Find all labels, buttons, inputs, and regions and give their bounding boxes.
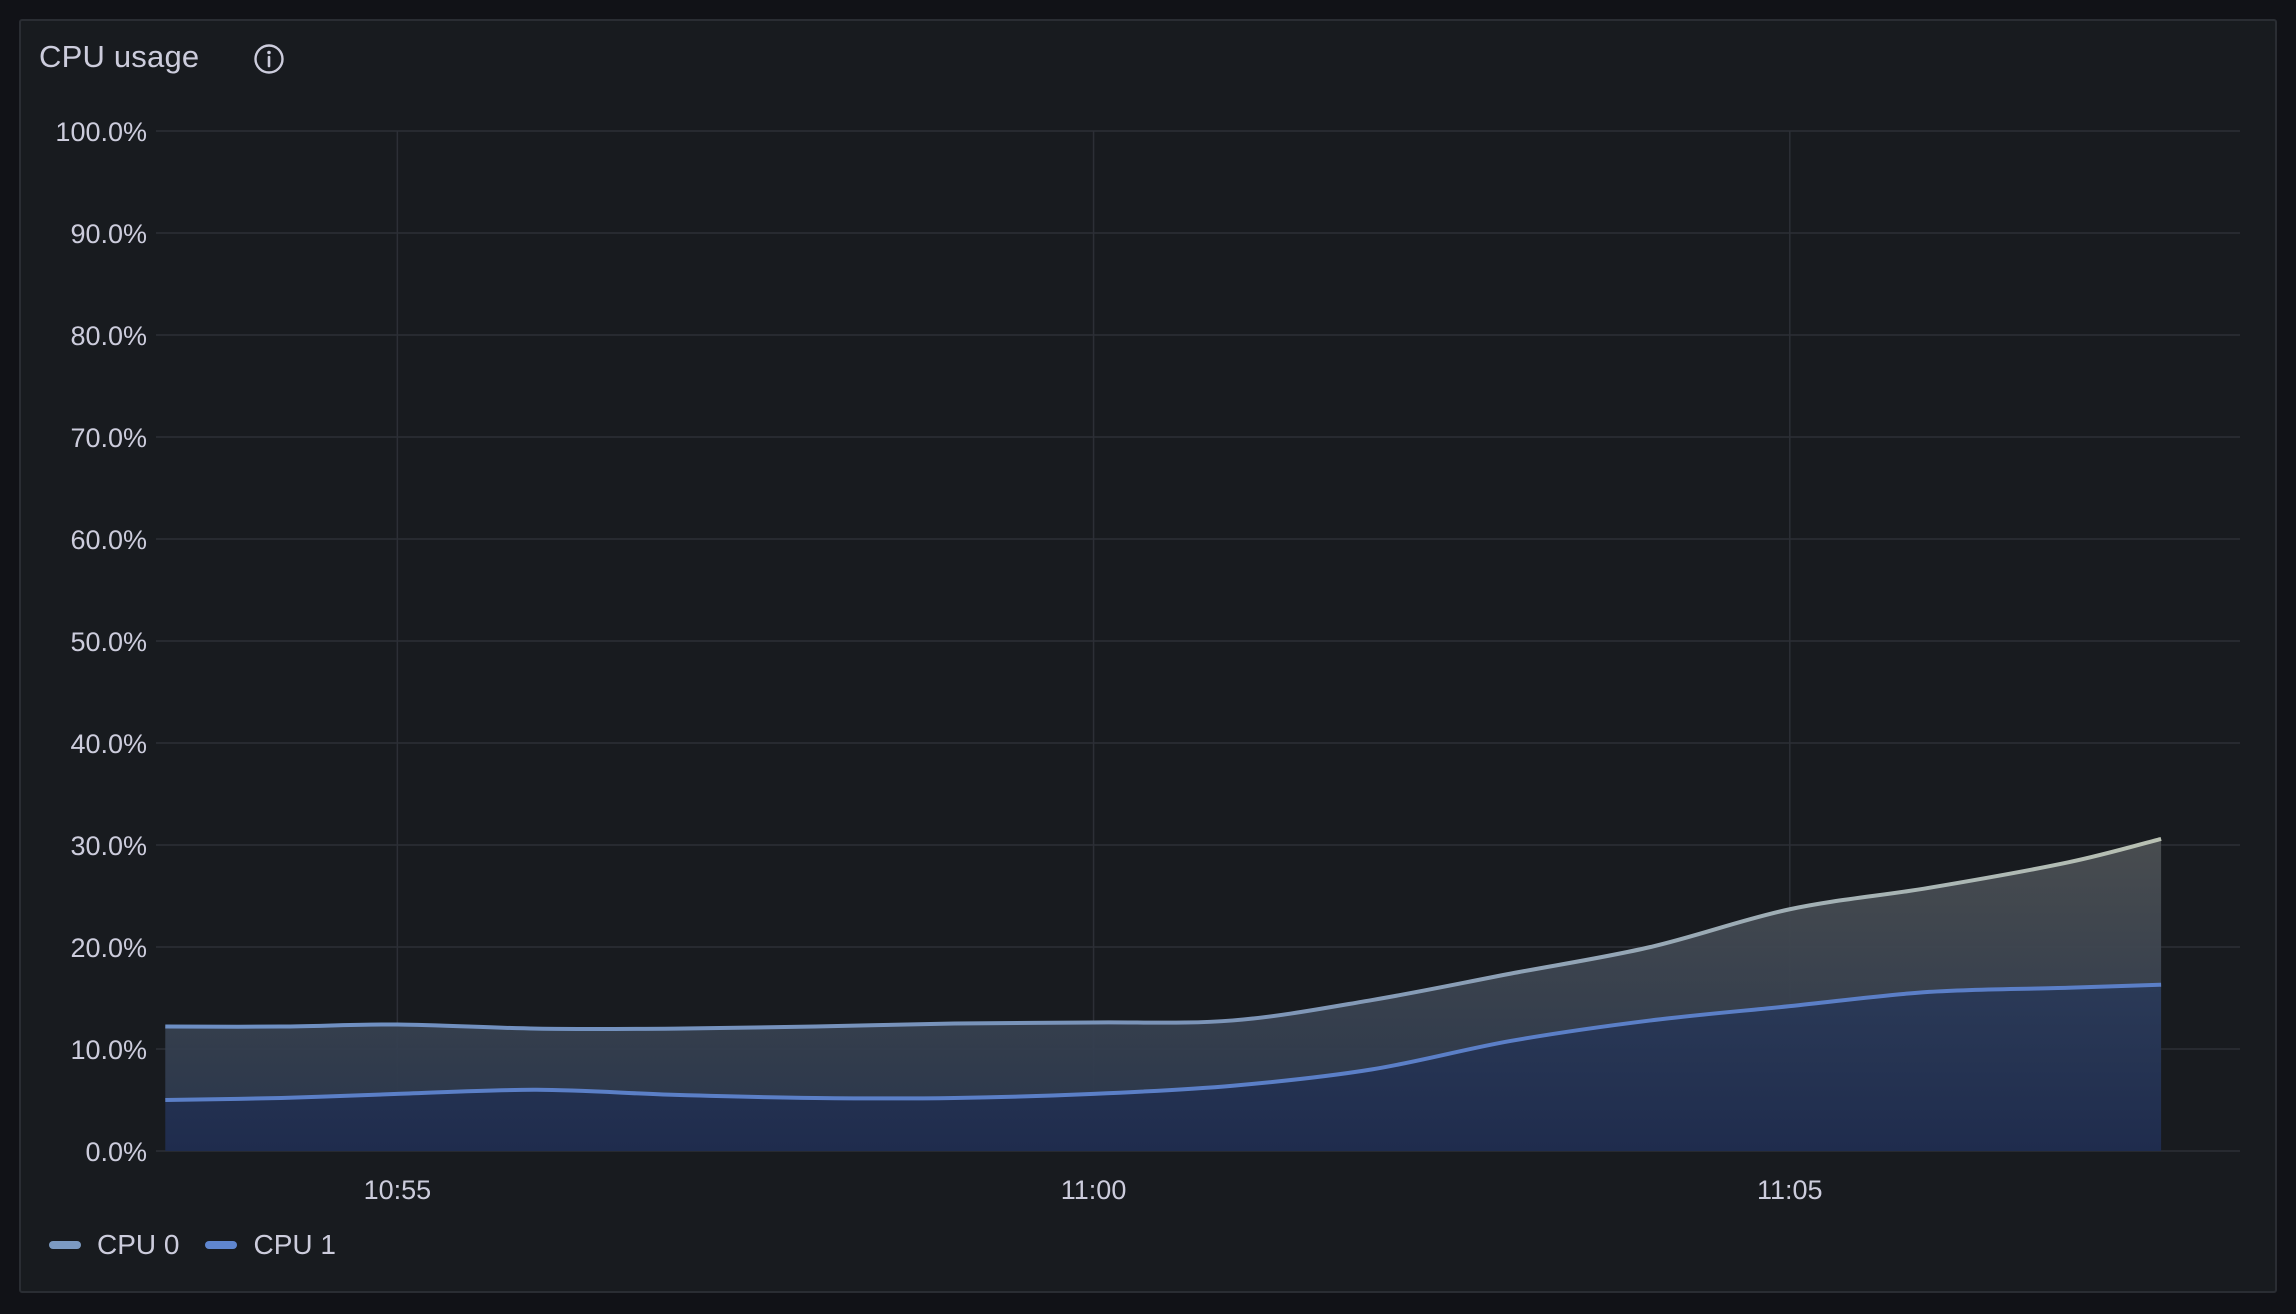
y-axis: 0.0% 10.0% 20.0% 30.0% 40.0% 50.0% 60.0% 70.0% 8… [55,117,147,1167]
area-cpu-1 [165,984,2162,1151]
legend: CPU 0 CPU 1 [49,1225,362,1265]
cpu-usage-panel: CPU usage 0.0% 10.0% 20.0% 30.0 [19,19,2277,1293]
y-tick-label: 90.0% [70,219,147,249]
x-tick-label: 11:00 [1061,1175,1127,1205]
legend-swatch-cpu-1 [205,1241,238,1249]
y-tick-label: 30.0% [70,831,147,861]
x-axis: 10:55 11:00 11:05 [364,1175,1823,1205]
panel-header: CPU usage [21,21,2275,95]
area-cpu-0 [165,838,2162,1100]
info-circle-icon[interactable] [252,42,286,76]
legend-label-cpu-0: CPU 0 [97,1229,180,1260]
x-tick-label: 10:55 [364,1175,432,1205]
y-tick-label: 50.0% [70,627,147,657]
y-tick-label: 0.0% [85,1137,147,1167]
legend-swatch-cpu-0 [49,1241,81,1249]
legend-item-cpu-0[interactable]: CPU 0 [49,1229,179,1261]
legend-label-cpu-1: CPU 1 [253,1229,336,1260]
line-cpu-1 [165,982,2162,1102]
series-areas [165,838,2162,1151]
y-tick-label: 70.0% [70,423,147,453]
y-tick-label: 80.0% [70,321,147,351]
series-lines [165,836,2162,1102]
legend-item-cpu-1[interactable]: CPU 1 [205,1229,336,1261]
y-tick-label: 60.0% [70,525,147,555]
y-tick-label: 10.0% [70,1035,147,1065]
cpu-usage-chart: 0.0% 10.0% 20.0% 30.0% 40.0% 50.0% 60.0% 70.0% 8… [55,117,2240,1205]
panel-title: CPU usage [39,39,200,74]
line-cpu-0 [165,836,2162,1031]
y-tick-label: 40.0% [70,729,147,759]
y-tick-label: 100.0% [55,117,147,147]
y-tick-label: 20.0% [70,933,147,963]
x-tick-label: 11:05 [1757,1175,1823,1205]
